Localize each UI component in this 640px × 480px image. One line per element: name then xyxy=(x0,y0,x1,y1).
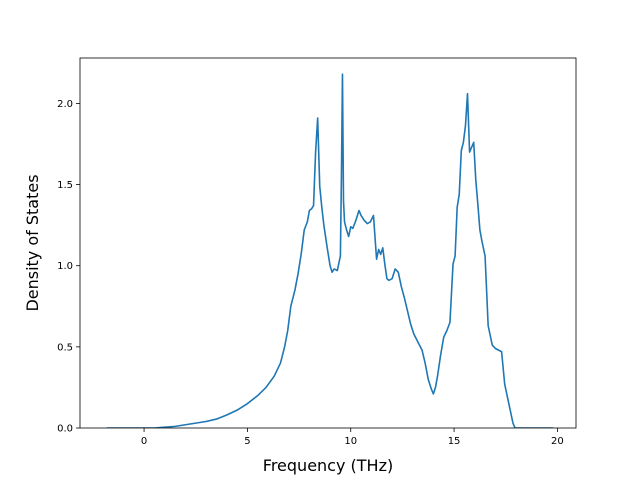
y-axis: 0.0 0.5 1.0 1.5 2.0 xyxy=(57,99,80,435)
y-tick-label: 0.0 xyxy=(57,424,73,435)
y-tick-label: 1.5 xyxy=(57,180,73,191)
axes-frame xyxy=(79,57,577,429)
y-tick-label: 2.0 xyxy=(57,99,73,110)
x-tick-label: 0 xyxy=(141,436,147,447)
x-tick-label: 20 xyxy=(551,436,564,447)
y-axis-label: Density of States xyxy=(23,174,42,311)
x-tick-label: 10 xyxy=(344,436,357,447)
plot-area xyxy=(106,73,554,428)
y-tick-label: 0.5 xyxy=(57,342,73,353)
y-tick-label: 1.0 xyxy=(57,261,73,272)
x-tick-label: 15 xyxy=(448,436,461,447)
x-axis-label: Frequency (THz) xyxy=(263,456,393,475)
series-line-0 xyxy=(106,73,554,428)
x-axis: 0 5 10 15 20 xyxy=(141,428,564,447)
x-tick-label: 5 xyxy=(244,436,250,447)
